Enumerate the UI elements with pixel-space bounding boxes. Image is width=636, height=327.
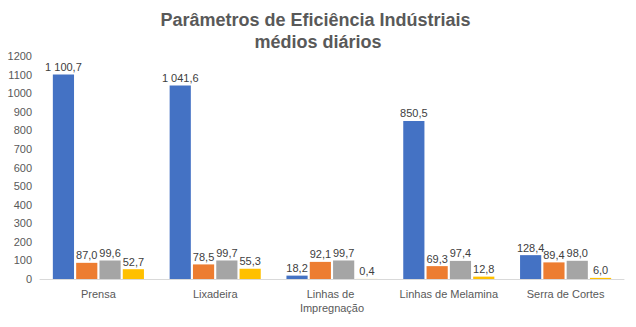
svg-text:900: 900 <box>14 106 32 118</box>
svg-text:800: 800 <box>14 124 32 136</box>
svg-text:1 041,6: 1 041,6 <box>162 72 199 84</box>
svg-text:69,3: 69,3 <box>426 253 447 265</box>
svg-text:128,4: 128,4 <box>517 242 545 254</box>
svg-text:1200: 1200 <box>8 50 32 62</box>
svg-text:Prensa: Prensa <box>81 288 117 300</box>
svg-text:97,4: 97,4 <box>450 247 471 259</box>
svg-text:400: 400 <box>14 199 32 211</box>
svg-text:Linhas de: Linhas de <box>307 288 358 300</box>
svg-text:52,7: 52,7 <box>123 256 144 268</box>
svg-text:55,3: 55,3 <box>239 255 260 267</box>
svg-text:Lixadeira: Lixadeira <box>193 288 239 300</box>
svg-text:92,1: 92,1 <box>310 248 331 260</box>
svg-text:Linhas de Melamina: Linhas de Melamina <box>400 288 499 300</box>
svg-text:0,4: 0,4 <box>359 265 374 277</box>
svg-text:18,2: 18,2 <box>286 262 307 274</box>
svg-text:médios diários: médios diários <box>254 32 381 52</box>
svg-text:850,5: 850,5 <box>400 107 428 119</box>
svg-text:1 100,7: 1 100,7 <box>45 61 82 73</box>
svg-text:78,5: 78,5 <box>193 251 214 263</box>
svg-text:12,8: 12,8 <box>473 263 494 275</box>
svg-text:0: 0 <box>26 273 32 285</box>
svg-text:300: 300 <box>14 217 32 229</box>
svg-text:99,7: 99,7 <box>216 247 237 259</box>
svg-text:Parâmetros de Eficiência Indús: Parâmetros de Eficiência Indústriais <box>160 10 475 30</box>
svg-text:6,0: 6,0 <box>593 264 608 276</box>
svg-text:600: 600 <box>14 162 32 174</box>
svg-text:1000: 1000 <box>8 87 32 99</box>
svg-text:Impregnação: Impregnação <box>300 302 364 314</box>
svg-text:87,0: 87,0 <box>76 249 97 261</box>
svg-text:Serra de Cortes: Serra de Cortes <box>527 288 605 300</box>
svg-text:500: 500 <box>14 180 32 192</box>
svg-text:200: 200 <box>14 236 32 248</box>
svg-text:99,7: 99,7 <box>333 247 354 259</box>
svg-text:1100: 1100 <box>8 69 32 81</box>
svg-text:99,6: 99,6 <box>99 247 120 259</box>
svg-text:700: 700 <box>14 143 32 155</box>
svg-text:100: 100 <box>14 254 32 266</box>
svg-text:98,0: 98,0 <box>567 247 588 259</box>
svg-text:89,4: 89,4 <box>543 249 564 261</box>
